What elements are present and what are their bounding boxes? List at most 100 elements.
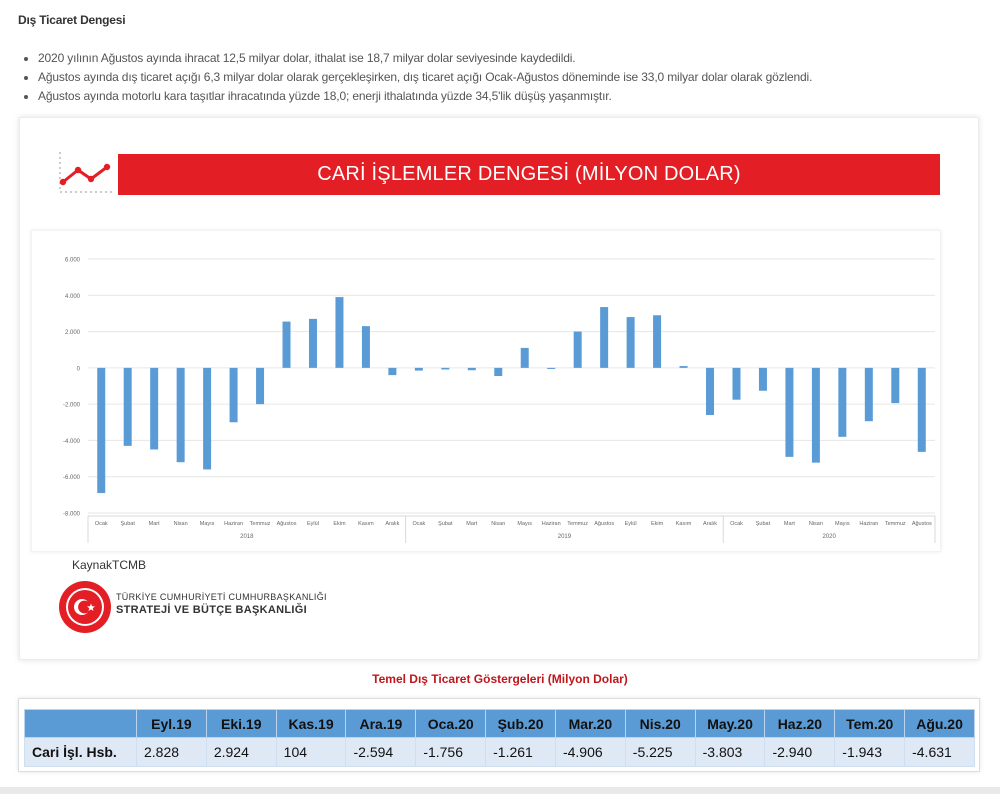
- bar: [520, 347, 529, 368]
- bar: [891, 367, 900, 404]
- table-cell: -1.756: [415, 737, 487, 767]
- table-cell: 104: [275, 737, 347, 767]
- table-column-header: Ağu.20: [904, 709, 975, 738]
- bar: [573, 331, 582, 368]
- bar: [811, 367, 820, 463]
- y-tick-label: -2.000: [63, 403, 81, 409]
- table-cell: -2.940: [764, 737, 836, 767]
- bar: [335, 297, 344, 368]
- indicator-table: Eyl.19 Eki.19 Kas.19 Ara.19 Oca.20 Şub.2…: [24, 709, 975, 767]
- bar: [679, 366, 688, 368]
- bar: [150, 367, 159, 450]
- bar: [732, 367, 741, 400]
- x-tick-label: Şubat: [756, 521, 771, 527]
- current-account-bar-chart: -8.000 -6.000 -4.000 -2.000 0 2.000 4.000 6.000…: [63, 258, 936, 543]
- x-tick-label: Temmuz: [567, 521, 588, 527]
- bar: [467, 367, 476, 371]
- bullet-item: Ağustos ayında motorlu kara taşıtlar ihr…: [38, 88, 978, 107]
- x-tick-label: Ağustos: [912, 521, 932, 527]
- table-column-header: Eyl.19: [136, 709, 207, 738]
- x-tick-label: Aralık: [385, 521, 399, 527]
- x-tick-label: Haziran: [224, 521, 243, 527]
- chart-card: CARİ İŞLEMLER DENGESİ (MİLYON DOLAR) -8.…: [19, 117, 979, 660]
- bar: [97, 367, 106, 494]
- x-tick-label: Kasım: [358, 521, 374, 527]
- table-cell: -4.906: [554, 737, 626, 767]
- bar: [176, 367, 185, 463]
- plot-frame: -8.000 -6.000 -4.000 -2.000 0 2.000 4.000 6.000…: [31, 230, 941, 552]
- x-tick-label: Şubat: [438, 521, 453, 527]
- bar: [229, 367, 238, 423]
- x-tick-label: Ocak: [412, 521, 425, 527]
- trend-chart-icon: [59, 152, 114, 193]
- y-tick-label: 6.000: [65, 258, 81, 264]
- table-cell: -1.943: [834, 737, 906, 767]
- x-tick-label: Ocak: [730, 521, 743, 527]
- year-group-label: 2018: [240, 534, 254, 540]
- table-row-header: Cari İşl. Hsb.: [24, 737, 137, 767]
- bar: [917, 367, 926, 452]
- table-column-header: Eki.19: [205, 709, 277, 738]
- org-name-line2: STRATEJİ VE BÜTÇE BAŞKANLIĞI: [116, 604, 307, 616]
- y-tick-label: -6.000: [63, 475, 81, 481]
- x-tick-label: Eylül: [625, 521, 637, 527]
- summary-bullets: 2020 yılının Ağustos ayında ihracat 12,5…: [38, 50, 978, 107]
- x-tick-label: Mart: [149, 521, 160, 527]
- bar: [441, 367, 450, 370]
- table-column-header: May.20: [694, 709, 766, 738]
- bar: [706, 367, 715, 416]
- table-cell: -3.803: [694, 737, 766, 767]
- source-label: KaynakTCMB: [72, 558, 147, 572]
- bar: [653, 315, 662, 368]
- x-tick-label: Temmuz: [885, 521, 906, 527]
- table-cell: -5.225: [624, 737, 696, 767]
- table-column-header: Nis.20: [624, 709, 696, 738]
- table-column-header: Mar.20: [554, 709, 626, 738]
- table-title: Temel Dış Ticaret Göstergeleri (Milyon D…: [372, 672, 628, 686]
- table-column-header: Şub.20: [485, 709, 556, 738]
- table-row: Cari İşl. Hsb. 2.828 2.924 104 -2.594 -1…: [24, 737, 975, 767]
- x-tick-label: Aralık: [703, 521, 717, 527]
- bar: [123, 367, 132, 446]
- bar: [864, 367, 873, 422]
- x-tick-label: Ocak: [95, 521, 108, 527]
- indicator-table-card: Eyl.19 Eki.19 Kas.19 Ara.19 Oca.20 Şub.2…: [18, 698, 980, 772]
- bar: [547, 367, 556, 369]
- x-tick-label: Haziran: [542, 521, 561, 527]
- x-tick-label: Mayıs: [200, 521, 215, 527]
- chart-banner-title: CARİ İŞLEMLER DENGESİ (MİLYON DOLAR): [118, 154, 940, 195]
- x-tick-label: Mayıs: [517, 521, 532, 527]
- bar: [388, 367, 397, 376]
- bar: [361, 326, 370, 368]
- y-tick-label: -8.000: [63, 512, 81, 518]
- bar: [785, 367, 794, 457]
- table-cell: 2.828: [136, 737, 207, 767]
- bar: [414, 367, 423, 371]
- x-tick-label: Mart: [784, 521, 795, 527]
- x-tick-label: Ağustos: [594, 521, 614, 527]
- table-cell: -4.631: [904, 737, 975, 767]
- x-tick-label: Nisan: [491, 521, 505, 527]
- x-tick-label: Şubat: [121, 521, 136, 527]
- x-tick-label: Kasım: [676, 521, 692, 527]
- bar: [494, 367, 503, 377]
- table-column-header: Kas.19: [275, 709, 347, 738]
- table-cell: -1.261: [485, 737, 556, 767]
- bar: [203, 367, 212, 470]
- y-tick-label: 2.000: [65, 330, 81, 336]
- year-group-label: 2020: [822, 534, 836, 540]
- table-header-blank: [24, 709, 137, 738]
- table-column-header: Ara.19: [345, 709, 417, 738]
- page-bottom-bar: [0, 787, 1000, 794]
- bar: [838, 367, 847, 437]
- x-tick-label: Temmuz: [250, 521, 271, 527]
- x-tick-label: Mayıs: [835, 521, 850, 527]
- x-tick-label: Ekim: [333, 521, 346, 527]
- x-tick-label: Ağustos: [277, 521, 297, 527]
- institution-seal: [59, 581, 111, 633]
- table-header-row: Eyl.19 Eki.19 Kas.19 Ara.19 Oca.20 Şub.2…: [24, 709, 975, 738]
- bar: [600, 307, 609, 368]
- table-column-header: Haz.20: [764, 709, 836, 738]
- table-cell: -2.594: [345, 737, 417, 767]
- x-tick-label: Eylül: [307, 521, 319, 527]
